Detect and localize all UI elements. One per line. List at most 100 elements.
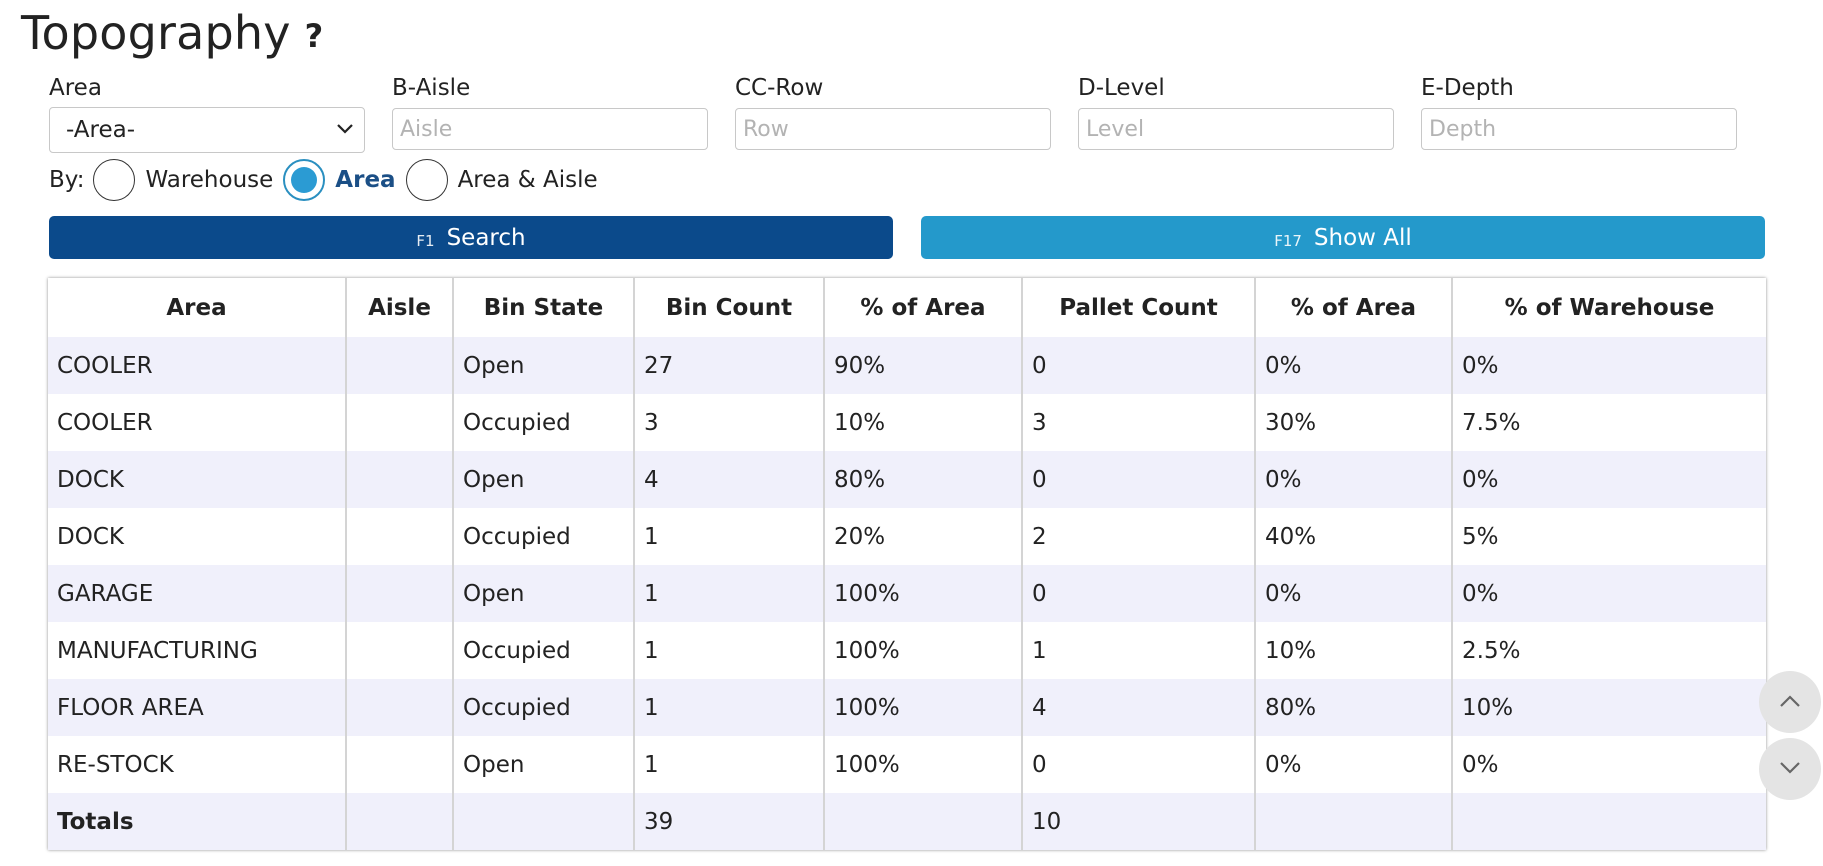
table-cell	[346, 565, 454, 622]
table-row[interactable]: COOLER Occupied 3 10% 3 30% 7.5%	[48, 394, 1766, 451]
table-cell: Occupied	[453, 508, 635, 565]
table-cell: DOCK	[48, 451, 347, 508]
table-cell: 1	[634, 622, 825, 679]
table-cell: 2.5%	[1452, 622, 1766, 679]
table-body: COOLER Open 27 90% 0 0% 0% COOLER Occupied 3 10% 3 3…	[48, 337, 1766, 850]
level-input[interactable]	[1078, 108, 1394, 150]
radio-warehouse[interactable]	[93, 159, 136, 201]
totals-cell: 39	[634, 793, 825, 850]
table-row[interactable]: GARAGE Open 1 100% 0 0% 0%	[48, 565, 1766, 622]
column-header[interactable]: Area	[48, 278, 347, 337]
area-filter: Area -Area-	[49, 74, 365, 153]
chevron-down-icon	[336, 108, 354, 152]
show-all-shortcut-key: F17	[1274, 231, 1302, 250]
table-row[interactable]: DOCK Occupied 1 20% 2 40% 5%	[48, 508, 1766, 565]
table-cell: 100%	[824, 565, 1023, 622]
table-cell: Occupied	[453, 679, 635, 736]
area-select-value: -Area-	[66, 117, 136, 143]
table-cell: 0%	[1255, 736, 1453, 793]
depth-input[interactable]	[1421, 108, 1737, 150]
table-cell: 3	[1022, 394, 1256, 451]
table-cell: 1	[634, 565, 825, 622]
help-icon[interactable]: ?	[304, 17, 324, 55]
search-button-label: Search	[446, 224, 526, 251]
table-cell: 4	[634, 451, 825, 508]
table-cell: Open	[453, 337, 635, 394]
column-header[interactable]: % of Area	[824, 278, 1023, 337]
table-cell: 0%	[1452, 565, 1766, 622]
row-input[interactable]	[735, 108, 1051, 150]
radio-area-aisle-label[interactable]: Area & Aisle	[457, 167, 598, 193]
depth-filter: E-Depth	[1421, 74, 1737, 150]
radio-area-aisle[interactable]	[405, 159, 448, 201]
table-cell: COOLER	[48, 394, 347, 451]
column-header[interactable]: Bin State	[453, 278, 635, 337]
table-cell: 80%	[824, 451, 1023, 508]
table-row[interactable]: DOCK Open 4 80% 0 0% 0%	[48, 451, 1766, 508]
table-cell: 3	[634, 394, 825, 451]
level-label: D-Level	[1078, 75, 1165, 101]
table-cell	[346, 622, 454, 679]
table-cell: 1	[634, 736, 825, 793]
group-by-radio-group: By: Warehouse Area Area & Aisle	[49, 158, 608, 202]
totals-cell	[453, 793, 635, 850]
totals-row: Totals 39 10	[48, 793, 1766, 850]
radio-warehouse-label[interactable]: Warehouse	[145, 167, 274, 193]
table-cell: 4	[1022, 679, 1256, 736]
totals-cell: 10	[1022, 793, 1256, 850]
totals-cell	[1452, 793, 1766, 850]
table-cell: 1	[1022, 622, 1256, 679]
totals-cell	[346, 793, 454, 850]
table-cell: 30%	[1255, 394, 1453, 451]
column-header[interactable]: % of Area	[1255, 278, 1453, 337]
chevron-up-icon	[1779, 693, 1801, 712]
table-cell: 0	[1022, 565, 1256, 622]
radio-area-label[interactable]: Area	[335, 167, 396, 193]
table-cell: 20%	[824, 508, 1023, 565]
table-row[interactable]: FLOOR AREA Occupied 1 100% 4 80% 10%	[48, 679, 1766, 736]
level-filter: D-Level	[1078, 74, 1394, 150]
table-cell: Open	[453, 736, 635, 793]
table-cell: 1	[634, 508, 825, 565]
table-cell: Occupied	[453, 622, 635, 679]
scroll-up-button[interactable]	[1759, 671, 1821, 733]
row-filter: CC-Row	[735, 74, 1051, 150]
table-cell: Open	[453, 565, 635, 622]
area-select[interactable]: -Area-	[49, 107, 365, 153]
row-label: CC-Row	[735, 75, 824, 101]
column-header[interactable]: Aisle	[346, 278, 454, 337]
group-by-label: By:	[49, 167, 85, 193]
table-cell: 0%	[1255, 565, 1453, 622]
table-cell: 10%	[1452, 679, 1766, 736]
table-cell	[346, 451, 454, 508]
table-row[interactable]: MANUFACTURING Occupied 1 100% 1 10% 2.5%	[48, 622, 1766, 679]
column-header[interactable]: % of Warehouse	[1452, 278, 1766, 337]
aisle-input[interactable]	[392, 108, 708, 150]
table-cell: 27	[634, 337, 825, 394]
topography-table: Area Aisle Bin State Bin Count % of Area…	[48, 278, 1766, 850]
area-label: Area	[49, 75, 102, 101]
column-header[interactable]: Pallet Count	[1022, 278, 1256, 337]
table-row[interactable]: RE-STOCK Open 1 100% 0 0% 0%	[48, 736, 1766, 793]
chevron-down-icon	[1779, 760, 1801, 779]
table-cell: Occupied	[453, 394, 635, 451]
table-cell: MANUFACTURING	[48, 622, 347, 679]
show-all-button[interactable]: F17 Show All	[921, 216, 1765, 259]
page-title-text: Topography	[21, 6, 291, 60]
totals-cell	[824, 793, 1023, 850]
search-button[interactable]: F1 Search	[49, 216, 893, 259]
table-cell: DOCK	[48, 508, 347, 565]
table-cell: 80%	[1255, 679, 1453, 736]
aisle-filter: B-Aisle	[392, 74, 708, 150]
table-cell: 0%	[1255, 451, 1453, 508]
table-row[interactable]: COOLER Open 27 90% 0 0% 0%	[48, 337, 1766, 394]
table-cell: 5%	[1452, 508, 1766, 565]
aisle-label: B-Aisle	[392, 75, 471, 101]
column-header[interactable]: Bin Count	[634, 278, 825, 337]
radio-area[interactable]	[283, 159, 326, 201]
table-cell: 0	[1022, 337, 1256, 394]
scroll-down-button[interactable]	[1759, 738, 1821, 800]
table-cell	[346, 394, 454, 451]
table-cell: 100%	[824, 679, 1023, 736]
table-cell: 7.5%	[1452, 394, 1766, 451]
